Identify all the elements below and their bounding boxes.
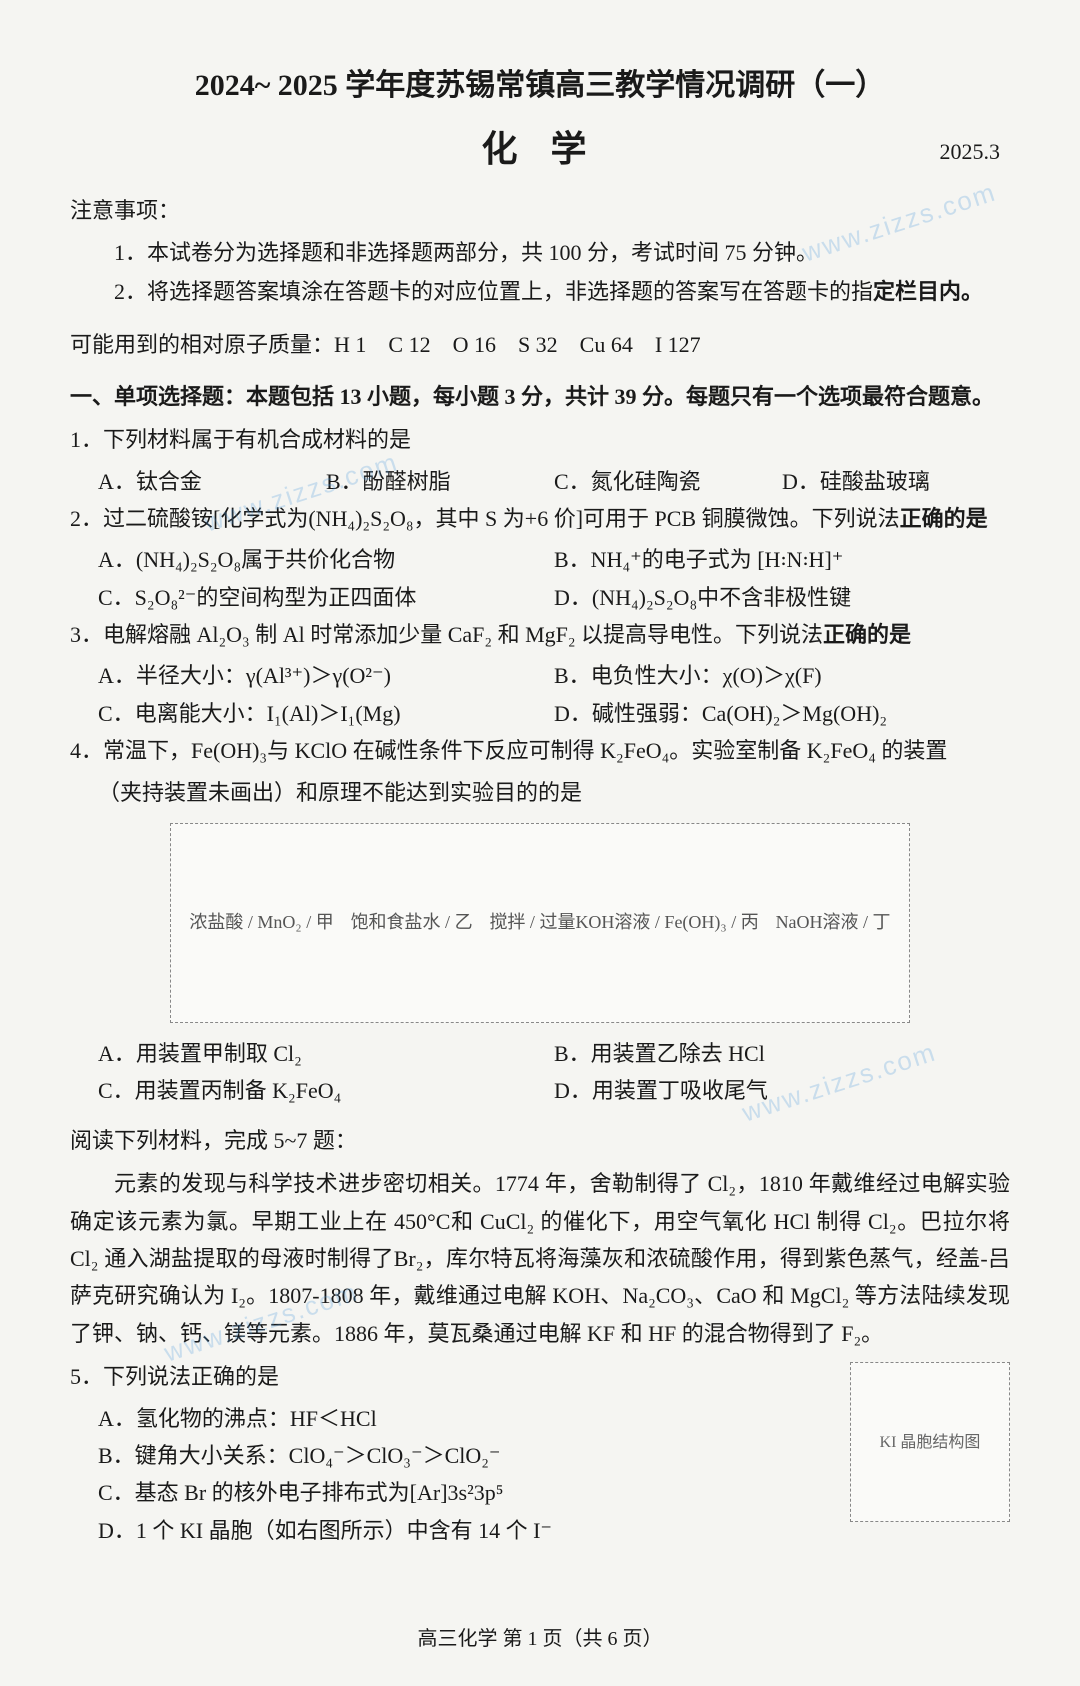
subject-name: 化 学 <box>481 129 598 169</box>
q4-opt-d: D．用装置丁吸收尾气 <box>554 1072 1010 1109</box>
dia-flask-b: 饱和食盐水 / 乙 <box>351 911 473 934</box>
dia-flask-a: 浓盐酸 / MnO₂ / 甲 <box>189 911 333 934</box>
passage-body: 元素的发现与科学技术进步密切相关。1774 年，舍勒制得了 Cl₂，1810 年… <box>70 1165 1010 1352</box>
exam-title: 2024~ 2025 学年度苏锡常镇高三教学情况调研（一） <box>70 60 1010 111</box>
q2-text-b: 正确的是 <box>900 506 988 531</box>
q2-opt-b: B．NH₄⁺的电子式为 [H꞉N꞉H]⁺ <box>554 541 1010 578</box>
q1-options: A．钛合金 B．酚醛树脂 C．氮化硅陶瓷 D．硅酸盐玻璃 <box>70 463 1010 500</box>
q2-opt-a: A．(NH₄)₂S₂O₈属于共价化合物 <box>98 541 554 578</box>
q5-opt-a: A．氢化物的沸点：HF＜HCl <box>98 1400 838 1437</box>
page-footer: 高三化学 第 1 页（共 6 页） <box>0 1622 1080 1656</box>
q1-opt-a: A．钛合金 <box>98 463 326 500</box>
apparatus-diagram: 浓盐酸 / MnO₂ / 甲 饱和食盐水 / 乙 搅拌 / 过量KOH溶液 / … <box>170 823 910 1023</box>
q5-options: A．氢化物的沸点：HF＜HCl B．键角大小关系：ClO₄⁻＞ClO₃⁻＞ClO… <box>70 1400 838 1550</box>
question-1: 1．下列材料属于有机合成材料的是 <box>70 421 1010 458</box>
q5-opt-c: C．基态 Br 的核外电子排布式为[Ar]3s²3p⁵ <box>98 1474 838 1511</box>
q2-opt-d: D．(NH₄)₂S₂O₈中不含非极性键 <box>554 579 1010 616</box>
q3-opt-d: D．碱性强弱：Ca(OH)₂＞Mg(OH)₂ <box>554 695 1010 732</box>
passage-intro: 阅读下列材料，完成 5~7 题： <box>70 1122 1010 1159</box>
q2-text-a: 2．过二硫酸铵[化学式为(NH₄)₂S₂O₈，其中 S 为+6 价]可用于 PC… <box>70 506 900 531</box>
q3-opt-b: B．电负性大小：χ(O)＞χ(F) <box>554 657 1010 694</box>
dia-flask-d: NaOH溶液 / 丁 <box>776 911 891 934</box>
q3-opt-c: C．电离能大小：I₁(Al)＞I₁(Mg) <box>98 695 554 732</box>
q4-options: A．用装置甲制取 Cl₂ B．用装置乙除去 HCl C．用装置丙制备 K₂FeO… <box>70 1035 1010 1110</box>
q3-opt-a: A．半径大小：γ(Al³⁺)＞γ(O²⁻) <box>98 657 554 694</box>
q5-opt-d: D．1 个 KI 晶胞（如右图所示）中含有 14 个 I⁻ <box>98 1512 838 1549</box>
question-4: 4．常温下，Fe(OH)₃与 KClO 在碱性条件下反应可制得 K₂FeO₄。实… <box>70 732 1010 769</box>
notice-item-1: 1．本试卷分为选择题和非选择题两部分，共 100 分，考试时间 75 分钟。 <box>70 234 1010 271</box>
question-2: 2．过二硫酸铵[化学式为(NH₄)₂S₂O₈，其中 S 为+6 价]可用于 PC… <box>70 500 1010 537</box>
q4-text-continue: （夹持装置未画出）和原理不能达到实验目的的是 <box>70 774 1010 811</box>
q5-opt-b: B．键角大小关系：ClO₄⁻＞ClO₃⁻＞ClO₂⁻ <box>98 1437 838 1474</box>
question-3: 3．电解熔融 Al₂O₃ 制 Al 时常添加少量 CaF₂ 和 MgF₂ 以提高… <box>70 616 1010 653</box>
q3-options: A．半径大小：γ(Al³⁺)＞γ(O²⁻) B．电负性大小：χ(O)＞χ(F) … <box>70 657 1010 732</box>
notice-item-2: 2．将选择题答案填涂在答题卡的对应位置上，非选择题的答案写在答题卡的指定栏目内。 <box>70 273 1010 310</box>
q1-opt-d: D．硅酸盐玻璃 <box>782 463 1010 500</box>
q3-text-a: 3．电解熔融 Al₂O₃ 制 Al 时常添加少量 CaF₂ 和 MgF₂ 以提高… <box>70 622 823 647</box>
q4-text-a: 4．常温下，Fe(OH)₃与 KClO 在碱性条件下反应可制得 K₂FeO₄。实… <box>70 738 947 763</box>
q2-opt-c: C．S₂O₈²⁻的空间构型为正四面体 <box>98 579 554 616</box>
notice-2a: 2．将选择题答案填涂在答题卡的对应位置上，非选择题的答案写在答题卡的指 <box>114 279 873 304</box>
q2-options: A．(NH₄)₂S₂O₈属于共价化合物 B．NH₄⁺的电子式为 [H꞉N꞉H]⁺… <box>70 541 1010 616</box>
dia-flask-c: 搅拌 / 过量KOH溶液 / Fe(OH)₃ / 丙 <box>489 911 758 934</box>
part-a-header: 一、单项选择题：本题包括 13 小题，每小题 3 分，共计 39 分。每题只有一… <box>70 378 1010 415</box>
q3-text-b: 正确的是 <box>823 622 911 647</box>
notice-2b: 定栏目内。 <box>873 279 983 304</box>
q4-opt-a: A．用装置甲制取 Cl₂ <box>98 1035 554 1072</box>
q4-opt-b: B．用装置乙除去 HCl <box>554 1035 1010 1072</box>
crystal-diagram: KI 晶胞结构图 <box>850 1362 1010 1522</box>
q1-opt-b: B．酚醛树脂 <box>326 463 554 500</box>
atomic-masses: 可能用到的相对原子质量：H 1 C 12 O 16 S 32 Cu 64 I 1… <box>70 326 1010 363</box>
exam-date: 2025.3 <box>940 133 1001 170</box>
q4-opt-c: C．用装置丙制备 K₂FeO₄ <box>98 1072 554 1109</box>
q1-opt-c: C．氮化硅陶瓷 <box>554 463 782 500</box>
notice-label: 注意事项： <box>70 192 1010 229</box>
